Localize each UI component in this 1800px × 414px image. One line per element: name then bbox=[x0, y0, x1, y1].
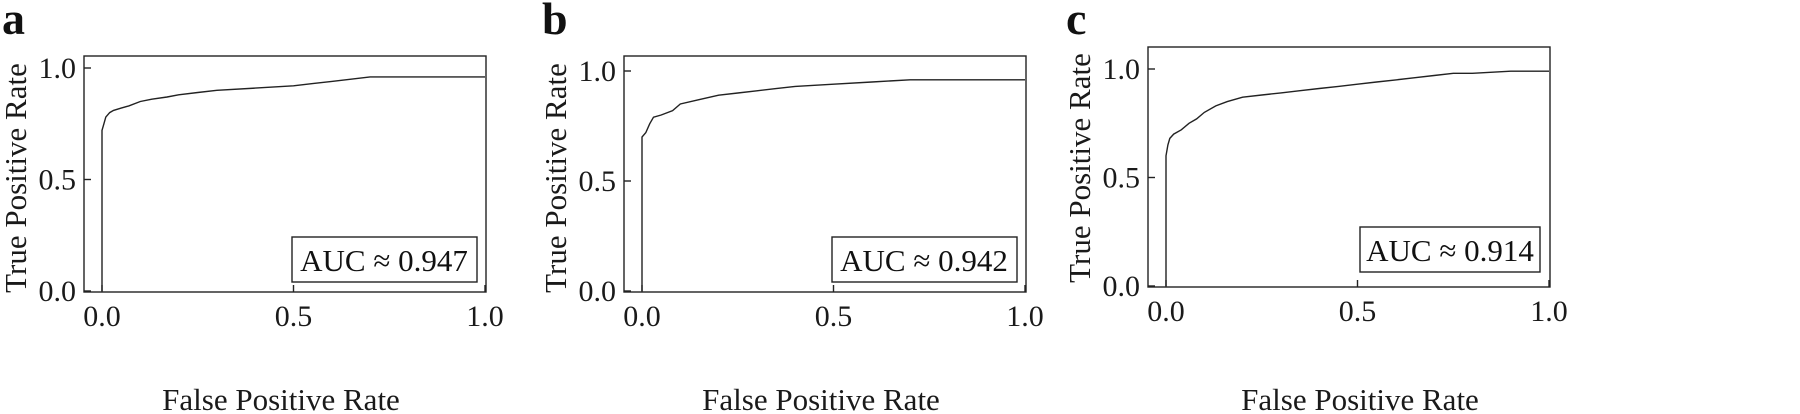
y-tick-label: 0.5 bbox=[1103, 162, 1141, 195]
x-tick-label: 0.5 bbox=[275, 300, 313, 333]
auc-box bbox=[291, 236, 478, 283]
x-tick-label: 0.5 bbox=[1339, 295, 1377, 328]
y-axis-title: True Positive Rate bbox=[538, 63, 573, 293]
panel-label: b bbox=[542, 0, 568, 44]
y-tick-label: 0.5 bbox=[39, 164, 77, 197]
auc-box bbox=[1359, 226, 1541, 273]
tick-group: 0.0 0.5 1.0 0.0 0.5 1.0 bbox=[579, 55, 1044, 333]
panel-label: c bbox=[1066, 0, 1086, 44]
x-axis-title: False Positive Rate bbox=[702, 382, 940, 414]
plot-frame bbox=[623, 55, 1027, 293]
x-tick-label: 1.0 bbox=[466, 300, 504, 333]
plot-frame bbox=[1147, 46, 1551, 288]
auc-annotation: AUC ≈ 0.942 bbox=[831, 236, 1018, 283]
roc-panel-b: b True Positive Rate False Positive Rate… bbox=[538, 0, 1044, 414]
auc-box bbox=[831, 236, 1018, 283]
y-tick-label: 0.0 bbox=[39, 275, 77, 308]
y-tick-label: 0.0 bbox=[579, 275, 617, 308]
roc-panel-a: a True Positive Rate False Positive Rate… bbox=[0, 0, 504, 414]
y-tick-label: 1.0 bbox=[1103, 53, 1141, 86]
auc-label: AUC ≈ 0.942 bbox=[840, 243, 1008, 278]
tick-group: 0.0 0.5 1.0 0.0 0.5 1.0 bbox=[39, 52, 504, 333]
auc-label: AUC ≈ 0.914 bbox=[1366, 233, 1534, 268]
auc-annotation: AUC ≈ 0.947 bbox=[291, 236, 478, 283]
y-axis-title: True Positive Rate bbox=[0, 63, 33, 293]
y-tick-label: 1.0 bbox=[39, 52, 77, 85]
roc-panel-c: c True Positive Rate False Positive Rate… bbox=[1062, 0, 1568, 414]
x-axis-title: False Positive Rate bbox=[1241, 382, 1479, 414]
y-tick-label: 0.5 bbox=[579, 165, 617, 198]
x-axis-title: False Positive Rate bbox=[162, 382, 400, 414]
panel-label: a bbox=[2, 0, 25, 44]
x-tick-label: 0.0 bbox=[623, 300, 661, 333]
tick-group: 0.0 0.5 1.0 0.0 0.5 1.0 bbox=[1103, 53, 1568, 328]
auc-label: AUC ≈ 0.947 bbox=[300, 243, 468, 278]
auc-annotation: AUC ≈ 0.914 bbox=[1359, 226, 1541, 273]
y-axis-title: True Positive Rate bbox=[1062, 53, 1097, 283]
x-tick-label: 0.0 bbox=[1147, 295, 1185, 328]
x-tick-label: 0.5 bbox=[815, 300, 853, 333]
roc-curve bbox=[101, 76, 485, 291]
x-tick-label: 1.0 bbox=[1006, 300, 1044, 333]
x-tick-label: 0.0 bbox=[83, 300, 121, 333]
roc-curve bbox=[641, 79, 1025, 291]
y-tick-label: 0.0 bbox=[1103, 270, 1141, 303]
x-tick-label: 1.0 bbox=[1530, 295, 1568, 328]
plot-frame bbox=[83, 55, 487, 293]
y-tick-label: 1.0 bbox=[579, 55, 617, 88]
roc-curve bbox=[1165, 70, 1549, 286]
